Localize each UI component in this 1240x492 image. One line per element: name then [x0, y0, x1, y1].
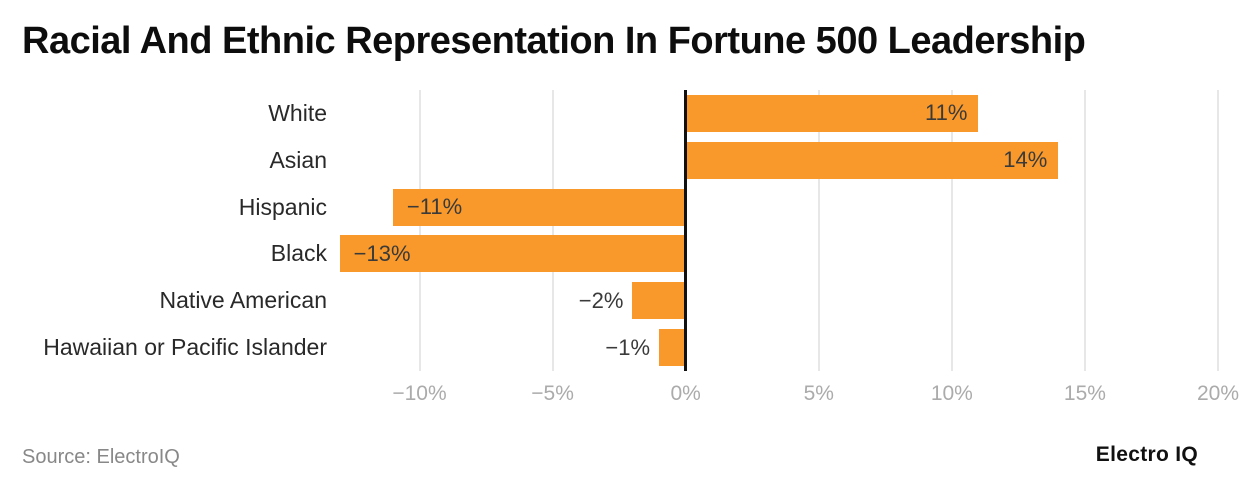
category-label: White: [268, 99, 327, 126]
x-tick-label: 20%: [1196, 382, 1240, 405]
bar-asian: 14%: [685, 141, 1059, 179]
gridline: [1217, 90, 1219, 371]
gridline: [1083, 90, 1086, 371]
zero-baseline: [684, 90, 688, 371]
gridline: [817, 90, 820, 371]
plot-area: 11% 14% −11% −13% −2% −1%: [337, 90, 1219, 371]
gridline: [950, 90, 953, 371]
category-label: Asian: [269, 146, 327, 173]
x-tick-label: −10%: [392, 382, 447, 405]
brand-logo: Electro IQ: [1095, 443, 1198, 466]
bar-white: 11%: [685, 94, 979, 132]
bar-hawaiian-or-pacific-islander: [659, 329, 686, 367]
x-tick-label: 10%: [930, 382, 973, 405]
value-label: 14%: [1003, 147, 1048, 173]
x-tick-label: −5%: [531, 382, 574, 405]
gridline: [551, 90, 554, 371]
category-label: Black: [270, 240, 327, 267]
x-tick-label: 15%: [1063, 382, 1106, 405]
category-label: Hispanic: [238, 193, 327, 220]
bar-native-american: [632, 282, 686, 320]
source-text: Source: ElectroIQ: [22, 446, 180, 468]
value-label: 11%: [925, 100, 968, 126]
x-tick-label: 0%: [670, 382, 701, 405]
chart-title: Racial And Ethnic Representation In Fort…: [22, 20, 1086, 62]
bar-hispanic: −11%: [392, 188, 686, 226]
gridline: [418, 90, 421, 371]
value-label: −1%: [605, 334, 651, 360]
value-label: −2%: [578, 287, 624, 313]
category-label: Native American: [159, 287, 327, 314]
value-label: −11%: [406, 194, 463, 220]
x-tick-label: 5%: [803, 382, 834, 405]
bar-black: −13%: [339, 235, 686, 273]
category-label: Hawaiian or Pacific Islander: [43, 334, 327, 361]
value-label: −13%: [353, 240, 411, 266]
